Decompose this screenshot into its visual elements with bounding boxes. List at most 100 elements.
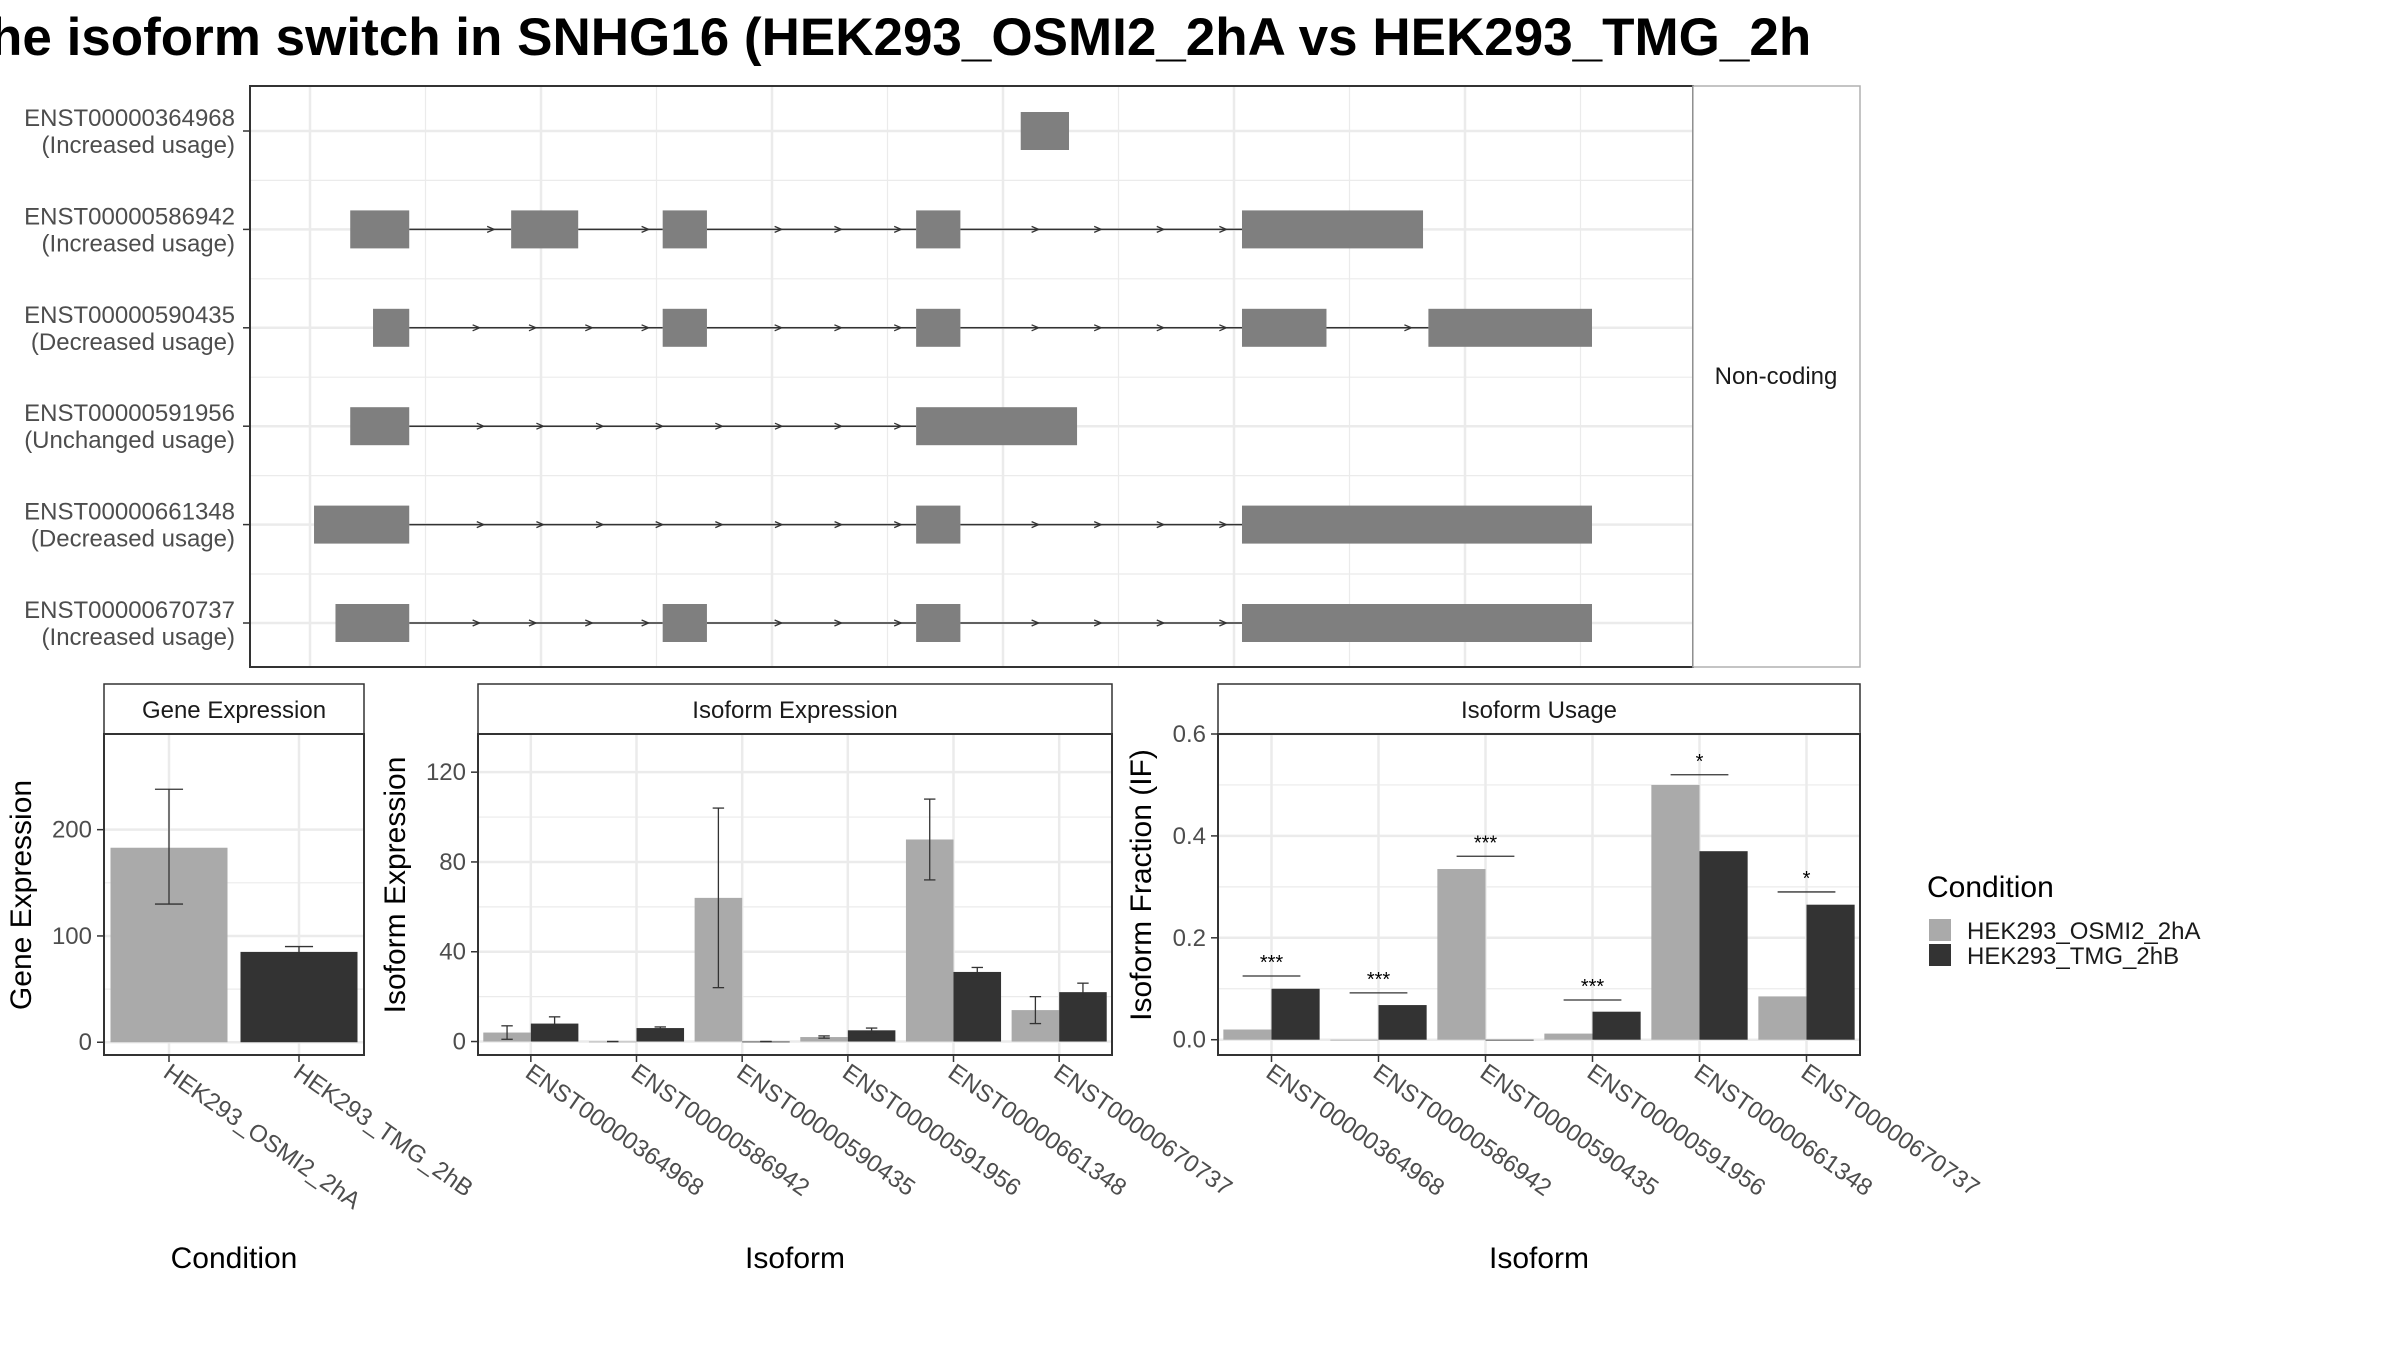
intron-arrow (1219, 619, 1229, 627)
significance-label: *** (1367, 969, 1391, 991)
error-bar (654, 1026, 666, 1030)
intron-arrow (774, 225, 784, 233)
y-tick-label: 40 (439, 939, 466, 966)
intron-arrow (585, 324, 594, 332)
legend-title: Condition (1927, 871, 2054, 904)
bar (1699, 851, 1748, 1040)
isoform-usage-x-label: Isoform (1489, 1242, 1589, 1275)
transcript-structure-panel: ENST00000364968 (Increased usage) ENST0000… (24, 85, 1861, 668)
intron-arrow (1156, 619, 1166, 627)
exon-block (373, 308, 410, 347)
isoform-expression-y-label: Isoform Expression (379, 757, 412, 1014)
x-tick-label: ENST00000661348 (943, 1059, 1131, 1202)
structure-plot-area (249, 85, 1694, 668)
gene-expression-y-label: Gene Expression (5, 780, 38, 1010)
isoform-expression-x-label: Isoform (745, 1242, 845, 1275)
intron-arrow (1031, 619, 1041, 627)
isoform-expression-strip (477, 683, 1113, 735)
exon-block (314, 505, 410, 544)
x-tick-label: ENST00000591956 (837, 1059, 1025, 1202)
transcript-usage-label: (Decreased usage) (31, 329, 235, 356)
bar (1223, 1029, 1272, 1040)
x-tick-label: ENST00000670737 (1049, 1059, 1237, 1202)
transcript-id-label: ENST00000590435 (24, 302, 235, 329)
exon-block (1428, 308, 1592, 347)
transcript-row: ENST00000586942(Increased usage) (24, 203, 1692, 257)
intron-arrow (528, 619, 538, 627)
intron-arrow (834, 521, 844, 529)
bar (847, 1030, 896, 1042)
exon-block (1020, 112, 1070, 150)
exon-block (350, 210, 410, 249)
x-tick-label: ENST00000591956 (1582, 1059, 1770, 1202)
intron-arrow (893, 422, 903, 430)
y-tick-label: 80 (439, 849, 466, 876)
bar (1806, 904, 1855, 1040)
plot-border (103, 733, 365, 1056)
transcript-id-label: ENST00000661348 (24, 499, 235, 526)
x-tick-label: ENST00000661348 (1689, 1059, 1877, 1202)
significance-label: *** (1581, 976, 1605, 998)
error-bar (865, 1027, 878, 1034)
intron-arrow (1031, 521, 1041, 529)
intron-arrow (893, 521, 903, 529)
bar (1378, 1005, 1427, 1040)
transcript-id-label: ENST00000364968 (24, 105, 235, 132)
intron-arrow (1404, 324, 1414, 332)
error-bar (818, 1035, 830, 1039)
error-bar (712, 807, 725, 989)
plot-border (1217, 733, 1861, 1056)
transcript-usage-label: (Increased usage) (42, 624, 235, 651)
intron-arrow (528, 324, 538, 332)
intron-arrow (536, 521, 546, 529)
intron-arrow (774, 422, 784, 430)
isoform-usage-y-label: Isoform Fraction (IF) (1125, 749, 1158, 1021)
exon-block (662, 308, 707, 347)
intron-arrow (1093, 324, 1103, 332)
bar (1437, 869, 1486, 1040)
y-tick-label: 100 (52, 923, 92, 950)
exon-block (916, 604, 961, 642)
intron-arrow (486, 225, 496, 233)
intron-arrow (1156, 521, 1166, 529)
error-bar (971, 966, 983, 978)
structure-facet-label: Non-coding (1715, 363, 1838, 390)
intron-arrow (585, 619, 594, 627)
bar (1271, 988, 1320, 1040)
intron-arrow (1156, 324, 1166, 332)
intron-arrow (472, 619, 482, 627)
significance-label: * (1803, 868, 1811, 890)
intron-arrow (1219, 225, 1229, 233)
x-tick-label: ENST00000586942 (1368, 1059, 1556, 1202)
isoform-usage-plot: **************0.00.20.40.6ENST0000036496… (1173, 721, 1985, 1202)
exon-block (1241, 505, 1592, 544)
intron-arrow (834, 324, 844, 332)
intron-arrow (476, 521, 486, 529)
x-tick-label: ENST00000670737 (1796, 1059, 1984, 1202)
intron-arrow (834, 225, 844, 233)
intron-arrow (595, 422, 605, 430)
error-bar (501, 1025, 513, 1040)
significance-label: *** (1260, 952, 1284, 974)
intron-arrow (774, 619, 784, 627)
intron-arrow (1219, 324, 1229, 332)
bar (530, 1023, 579, 1042)
intron-arrow (1031, 225, 1041, 233)
bar (240, 951, 358, 1043)
intron-arrow (774, 521, 784, 529)
intron-arrow (715, 422, 724, 430)
structure-facet-strip (1692, 85, 1861, 668)
significance-label: *** (1474, 832, 1498, 854)
gene-expression-title: Gene Expression (142, 697, 326, 724)
y-tick-label: 200 (52, 817, 92, 844)
intron-arrow (715, 521, 724, 529)
error-bar (1077, 982, 1089, 1000)
exon-block (916, 210, 961, 249)
x-tick-label: ENST00000590435 (1475, 1059, 1663, 1202)
y-tick-label: 0.4 (1173, 823, 1206, 850)
y-tick-label: 0.2 (1173, 925, 1206, 952)
transcript-usage-label: (Unchanged usage) (24, 427, 235, 454)
exon-block (350, 407, 410, 446)
transcript-row: ENST00000590435(Decreased usage) (24, 302, 1692, 356)
